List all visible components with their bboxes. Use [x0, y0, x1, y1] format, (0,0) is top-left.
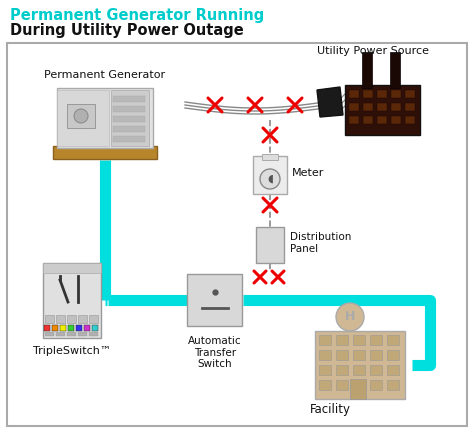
- Circle shape: [74, 109, 88, 123]
- Bar: [113, 116, 145, 122]
- Bar: [353, 335, 365, 345]
- Bar: [336, 335, 348, 345]
- Bar: [405, 116, 415, 124]
- Bar: [391, 90, 401, 98]
- Bar: [387, 380, 399, 390]
- Text: TripleSwitch™: TripleSwitch™: [33, 346, 111, 356]
- Text: Automatic
Transfer
Switch: Automatic Transfer Switch: [188, 336, 242, 369]
- Bar: [353, 350, 365, 360]
- Text: H: H: [345, 310, 355, 323]
- Bar: [7, 43, 467, 426]
- Bar: [45, 332, 54, 336]
- Bar: [319, 380, 331, 390]
- Text: ◖: ◖: [267, 174, 273, 184]
- Bar: [253, 156, 287, 194]
- Bar: [336, 365, 348, 375]
- Bar: [319, 365, 331, 375]
- Bar: [349, 103, 359, 111]
- Bar: [377, 103, 387, 111]
- Bar: [391, 103, 401, 111]
- Bar: [43, 263, 101, 273]
- Bar: [377, 90, 387, 98]
- Bar: [362, 52, 372, 88]
- Bar: [45, 315, 54, 323]
- Bar: [67, 104, 95, 128]
- Bar: [387, 365, 399, 375]
- Bar: [391, 116, 401, 124]
- Text: Distribution
Panel: Distribution Panel: [290, 232, 351, 254]
- Text: Utility Power Source: Utility Power Source: [317, 46, 429, 56]
- Bar: [76, 325, 82, 331]
- Bar: [56, 315, 65, 323]
- Text: During Utility Power Outage: During Utility Power Outage: [10, 23, 244, 38]
- Bar: [43, 262, 101, 337]
- Bar: [349, 116, 359, 124]
- Bar: [370, 380, 382, 390]
- Circle shape: [336, 303, 364, 331]
- Bar: [345, 85, 420, 135]
- Bar: [60, 325, 66, 331]
- Bar: [387, 335, 399, 345]
- Bar: [363, 90, 373, 98]
- Bar: [52, 325, 58, 331]
- Bar: [353, 365, 365, 375]
- Bar: [89, 315, 98, 323]
- Bar: [387, 350, 399, 360]
- Bar: [336, 380, 348, 390]
- Bar: [67, 315, 76, 323]
- Bar: [113, 96, 145, 102]
- Bar: [350, 379, 366, 399]
- Text: Permanent Generator Running: Permanent Generator Running: [10, 8, 264, 23]
- Bar: [256, 227, 284, 263]
- Bar: [370, 350, 382, 360]
- Bar: [336, 350, 348, 360]
- Bar: [319, 350, 331, 360]
- Bar: [370, 335, 382, 345]
- Bar: [405, 90, 415, 98]
- Bar: [315, 331, 405, 399]
- Bar: [319, 335, 331, 345]
- Text: Meter: Meter: [292, 168, 324, 178]
- Bar: [78, 315, 87, 323]
- Bar: [113, 106, 145, 112]
- Circle shape: [260, 169, 280, 189]
- Text: Permanent Generator: Permanent Generator: [45, 70, 165, 80]
- Text: Facility: Facility: [310, 403, 351, 416]
- Polygon shape: [317, 87, 343, 117]
- Bar: [89, 332, 98, 336]
- Bar: [262, 154, 278, 160]
- Bar: [57, 88, 153, 148]
- Bar: [56, 332, 65, 336]
- Bar: [68, 325, 74, 331]
- Bar: [111, 90, 149, 146]
- Bar: [44, 325, 50, 331]
- Bar: [349, 90, 359, 98]
- Bar: [188, 274, 243, 326]
- Bar: [363, 103, 373, 111]
- Bar: [113, 126, 145, 132]
- Bar: [84, 325, 90, 331]
- Bar: [405, 103, 415, 111]
- Bar: [78, 332, 87, 336]
- Bar: [92, 325, 98, 331]
- Bar: [353, 380, 365, 390]
- Bar: [53, 146, 157, 159]
- Bar: [57, 90, 109, 146]
- Bar: [67, 332, 76, 336]
- Bar: [113, 136, 145, 142]
- Bar: [377, 116, 387, 124]
- Bar: [363, 116, 373, 124]
- Bar: [390, 52, 400, 88]
- Bar: [370, 365, 382, 375]
